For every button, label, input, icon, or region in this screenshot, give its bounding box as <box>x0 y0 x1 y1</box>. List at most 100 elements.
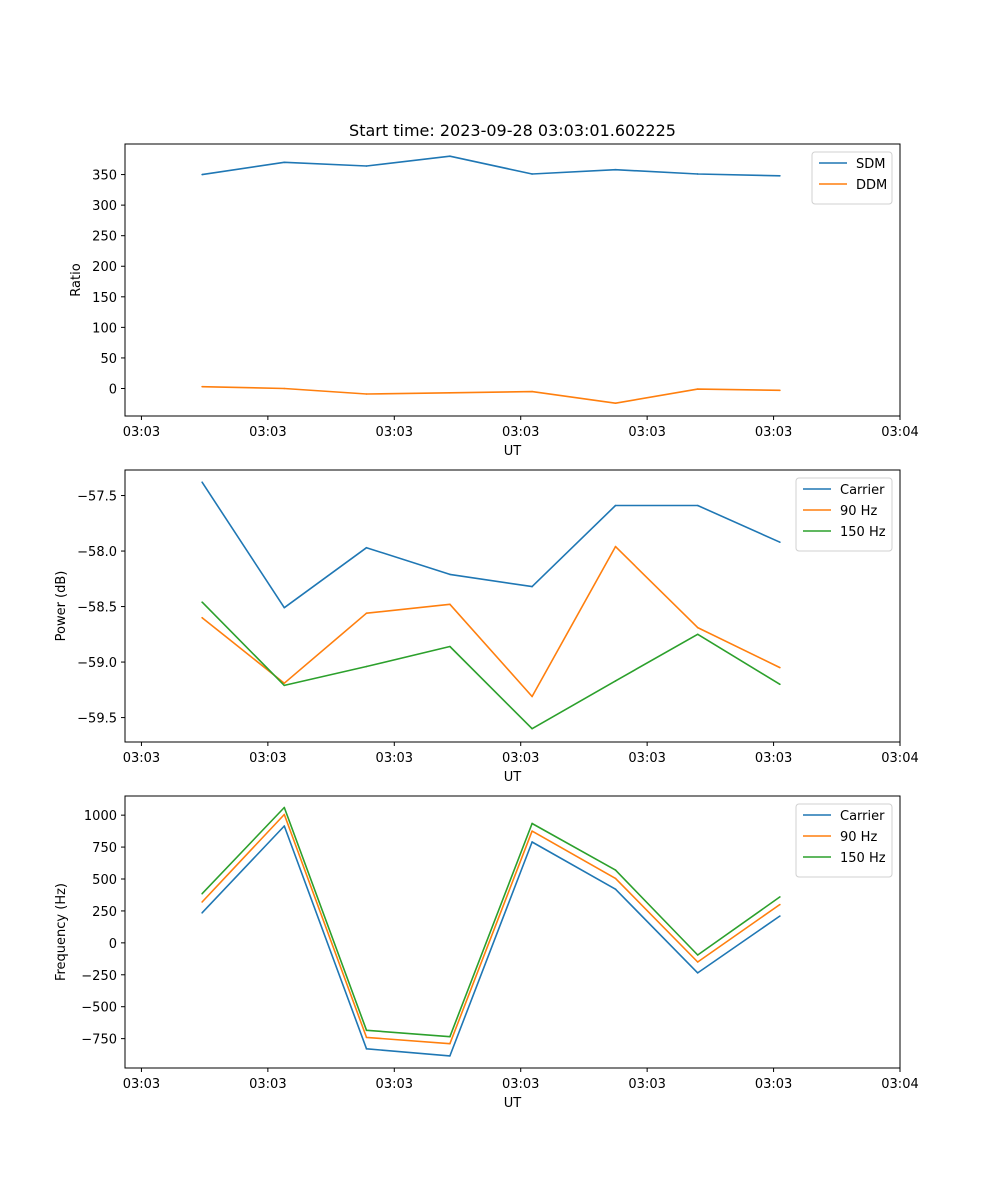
y-tick-label: 750 <box>92 841 117 856</box>
data-point <box>365 612 368 615</box>
chart-panel-3: 03:03 03:03 03:03 03:03 03:03 03:03 03:04 1000 7… <box>54 795 919 1111</box>
data-point <box>449 155 451 158</box>
x-tick-label: 03:03 <box>249 425 286 440</box>
legend-label: 90 Hz <box>840 504 877 519</box>
data-point <box>283 682 286 684</box>
data-point <box>283 606 286 609</box>
x-tick-label: 03:04 <box>881 425 918 440</box>
x-tick-label: 03:03 <box>502 751 539 766</box>
data-point <box>201 912 203 914</box>
legend-label: 150 Hz <box>840 525 886 540</box>
y-tick-label: −57.5 <box>77 490 117 505</box>
x-tick-label: 03:03 <box>376 425 413 440</box>
data-point <box>614 168 617 171</box>
data-point <box>201 901 203 903</box>
data-point <box>283 387 286 390</box>
series-line-150-hz <box>201 601 781 730</box>
x-tick-label: 03:03 <box>628 751 665 766</box>
data-point <box>365 1036 368 1039</box>
x-tick-label: 03:04 <box>881 751 918 766</box>
axes-frame <box>124 469 901 743</box>
data-point <box>614 402 617 404</box>
data-point <box>365 165 368 167</box>
x-tick-label: 03:03 <box>123 751 160 766</box>
data-point <box>531 727 533 730</box>
data-point <box>779 389 781 392</box>
y-tick-label: −59.5 <box>77 712 117 727</box>
data-point <box>696 972 699 974</box>
data-point <box>449 573 451 576</box>
y-tick-label: −500 <box>81 1001 117 1016</box>
x-tick-label: 03:03 <box>249 1077 286 1092</box>
data-point <box>614 504 617 507</box>
y-axis-label: Power (dB) <box>54 571 69 642</box>
legend-label: DDM <box>856 178 887 193</box>
data-point <box>614 545 617 548</box>
data-point <box>449 1042 451 1045</box>
data-point <box>531 173 533 175</box>
x-axis-label: UT <box>504 444 522 459</box>
x-tick-label: 03:04 <box>881 1077 918 1092</box>
x-tick-label: 03:03 <box>123 425 160 440</box>
data-point <box>201 601 203 603</box>
data-point <box>201 892 203 895</box>
legend-label: SDM <box>856 157 885 172</box>
data-point <box>531 841 533 843</box>
data-point <box>283 825 286 827</box>
data-point <box>614 877 617 880</box>
x-tick-label: 03:03 <box>502 425 539 440</box>
legend-label: Carrier <box>840 809 885 824</box>
x-tick-label: 03:03 <box>376 1077 413 1092</box>
y-tick-label: 50 <box>100 352 117 367</box>
data-point <box>365 1029 368 1032</box>
series-line-90-hz <box>201 813 781 1045</box>
axes-frame <box>124 795 901 1069</box>
y-tick-label: −750 <box>81 1033 117 1048</box>
data-point <box>779 174 781 177</box>
y-tick-label: 500 <box>92 873 117 888</box>
series-line-sdm <box>201 155 780 177</box>
series-line-carrier <box>201 481 781 609</box>
y-tick-label: 350 <box>92 169 117 184</box>
data-point <box>531 822 533 825</box>
data-point <box>449 645 451 648</box>
data-point <box>201 481 203 484</box>
x-tick-label: 03:03 <box>755 1077 792 1092</box>
legend-label: 150 Hz <box>840 851 886 866</box>
data-point <box>365 546 368 549</box>
x-tick-label: 03:03 <box>502 1077 539 1092</box>
x-tick-label: 03:03 <box>249 751 286 766</box>
axes-frame <box>124 143 901 417</box>
x-tick-label: 03:03 <box>123 1077 160 1092</box>
chart-panel-1: Start time: 2023-09-28 03:03:01.60222503… <box>69 121 919 459</box>
y-tick-label: 250 <box>92 905 117 920</box>
data-point <box>201 616 203 619</box>
data-point <box>365 1048 368 1050</box>
series-line-90-hz <box>201 545 781 698</box>
data-point <box>696 504 699 507</box>
y-tick-label: 150 <box>92 291 117 306</box>
legend: SDM DDM <box>811 151 893 205</box>
y-tick-label: 100 <box>92 321 117 336</box>
data-point <box>449 391 451 394</box>
x-tick-label: 03:03 <box>755 425 792 440</box>
data-point <box>779 541 781 543</box>
data-point <box>614 680 617 682</box>
x-tick-label: 03:03 <box>628 425 665 440</box>
data-point <box>531 390 533 393</box>
x-axis-label: UT <box>504 1096 522 1111</box>
x-tick-label: 03:03 <box>376 751 413 766</box>
data-point <box>696 961 699 963</box>
data-point <box>283 161 286 164</box>
y-tick-label: 300 <box>92 199 117 214</box>
y-tick-label: 0 <box>109 382 117 397</box>
data-point <box>283 684 286 687</box>
y-tick-label: 1000 <box>84 809 117 824</box>
legend-label: Carrier <box>840 483 885 498</box>
data-point <box>283 813 286 816</box>
data-point <box>614 869 617 871</box>
legend-label: 90 Hz <box>840 830 877 845</box>
chart-panel-2: 03:03 03:03 03:03 03:03 03:03 03:03 03:04 −57.5… <box>54 469 919 785</box>
y-tick-label: 0 <box>109 937 117 952</box>
